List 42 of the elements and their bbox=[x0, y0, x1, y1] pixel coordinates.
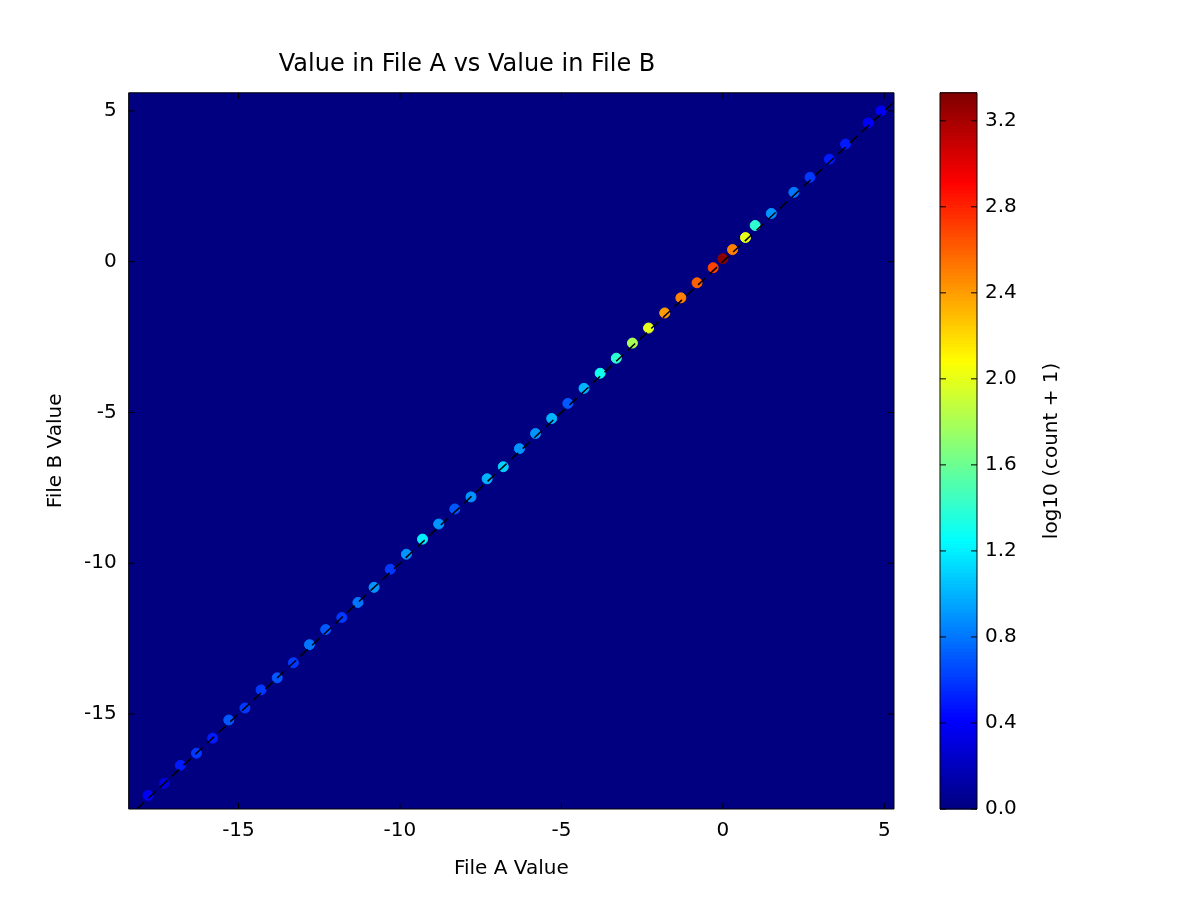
point bbox=[675, 292, 687, 304]
y-tick-label: 5 bbox=[103, 97, 117, 122]
point bbox=[433, 518, 445, 530]
color-bar-label: 0.8 bbox=[985, 623, 1017, 648]
chart-title: Value in File A vs Value in File B bbox=[278, 48, 656, 77]
color-bar-label: 2.4 bbox=[985, 279, 1017, 304]
point bbox=[271, 672, 283, 684]
point bbox=[174, 759, 186, 771]
x-tick-label: -15 bbox=[222, 817, 255, 842]
y-tick-label: -10 bbox=[83, 549, 117, 574]
color-bar-title: log10 (count + 1) bbox=[1038, 362, 1063, 540]
point bbox=[304, 639, 315, 651]
point bbox=[840, 138, 852, 150]
point bbox=[643, 322, 655, 334]
x-axis-title: File A Value bbox=[453, 855, 569, 880]
color-bar-label: 2.0 bbox=[985, 365, 1017, 390]
point bbox=[417, 533, 429, 545]
color-bar-label: 1.6 bbox=[985, 451, 1017, 476]
color-bar-label: 1.2 bbox=[985, 537, 1017, 562]
color-bar-label: 3.2 bbox=[985, 106, 1017, 131]
x-tick-label: -10 bbox=[383, 817, 417, 842]
point bbox=[255, 684, 267, 696]
color-bar-label: 2.8 bbox=[985, 192, 1017, 217]
x-tick-label: 5 bbox=[877, 817, 891, 842]
x-tick-label: 0 bbox=[716, 817, 730, 842]
y-tick-label: -15 bbox=[83, 700, 117, 725]
color-bar-label: 0.4 bbox=[985, 709, 1017, 734]
point bbox=[546, 412, 558, 424]
point bbox=[352, 596, 364, 608]
point bbox=[384, 563, 396, 575]
color-bar-label: 0.0 bbox=[985, 795, 1017, 820]
point bbox=[749, 219, 761, 231]
point bbox=[804, 171, 816, 183]
point bbox=[862, 117, 874, 129]
x-tick-label: -5 bbox=[551, 817, 572, 842]
point bbox=[594, 367, 606, 379]
point bbox=[562, 397, 574, 409]
point bbox=[513, 443, 525, 455]
y-tick-label: 0 bbox=[103, 247, 117, 272]
point bbox=[875, 105, 887, 117]
y-axis-title: File B Value bbox=[42, 393, 67, 509]
y-tick-label: -5 bbox=[96, 398, 117, 423]
